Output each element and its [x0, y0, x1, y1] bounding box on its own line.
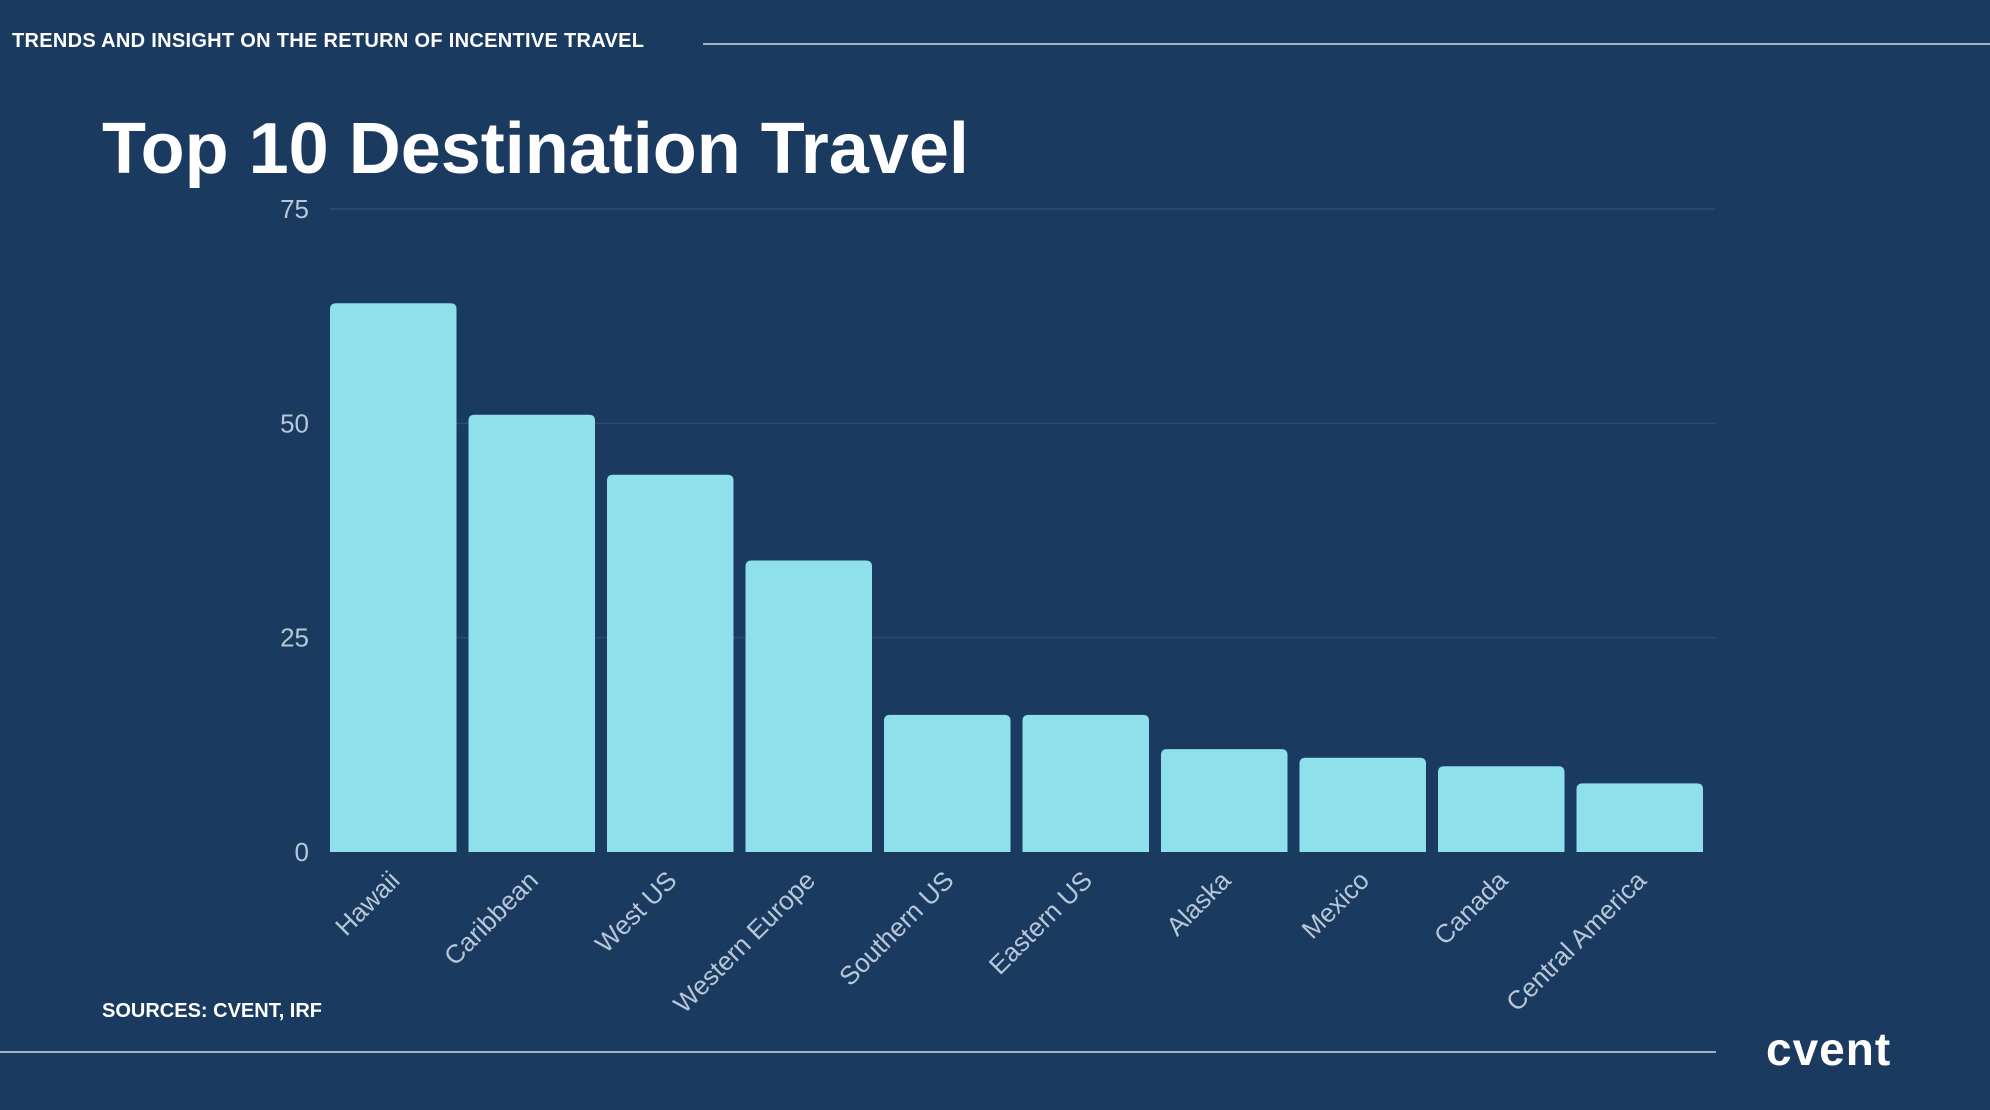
bar-canada — [1438, 766, 1565, 852]
sources-note: SOURCES: CVENT, IRF — [102, 1000, 323, 1022]
bar-caribbean — [468, 414, 595, 852]
x-category-label: Mexico — [1296, 865, 1375, 944]
header-title: TRENDS AND INSIGHT ON THE RETURN OF INCE… — [12, 30, 645, 52]
header-divider — [703, 43, 1990, 45]
x-category-label: Canada — [1428, 865, 1514, 951]
cvent-logo: cvent — [1766, 1023, 1892, 1075]
bar-western-europe — [745, 560, 872, 852]
y-tick-label: 75 — [280, 194, 309, 224]
bar-hawaii — [330, 303, 457, 853]
x-category-label: Southern US — [833, 865, 959, 991]
x-category-label: Western Europe — [667, 865, 821, 1019]
bar-mexico — [1299, 757, 1426, 852]
y-tick-label: 0 — [295, 837, 309, 867]
x-category-label: Caribbean — [438, 865, 544, 971]
footer-divider — [0, 1051, 1716, 1053]
x-category-label: Hawaii — [329, 865, 405, 941]
x-category-label: West US — [589, 865, 682, 958]
bar-southern-us — [884, 714, 1011, 852]
y-tick-label: 50 — [280, 408, 309, 438]
x-category-label: Alaska — [1160, 865, 1237, 942]
bar-eastern-us — [1022, 714, 1149, 852]
bar-alaska — [1161, 749, 1288, 852]
x-category-label: Central America — [1500, 865, 1652, 1017]
bar-central-america — [1576, 783, 1703, 852]
y-tick-label: 25 — [280, 623, 309, 653]
page-title: Top 10 Destination Travel — [102, 109, 969, 189]
bar-west-us — [607, 474, 734, 852]
y-axis-ticks: 0 25 50 75 — [280, 194, 309, 867]
x-category-label: Eastern US — [983, 865, 1098, 980]
bars — [330, 303, 1703, 853]
